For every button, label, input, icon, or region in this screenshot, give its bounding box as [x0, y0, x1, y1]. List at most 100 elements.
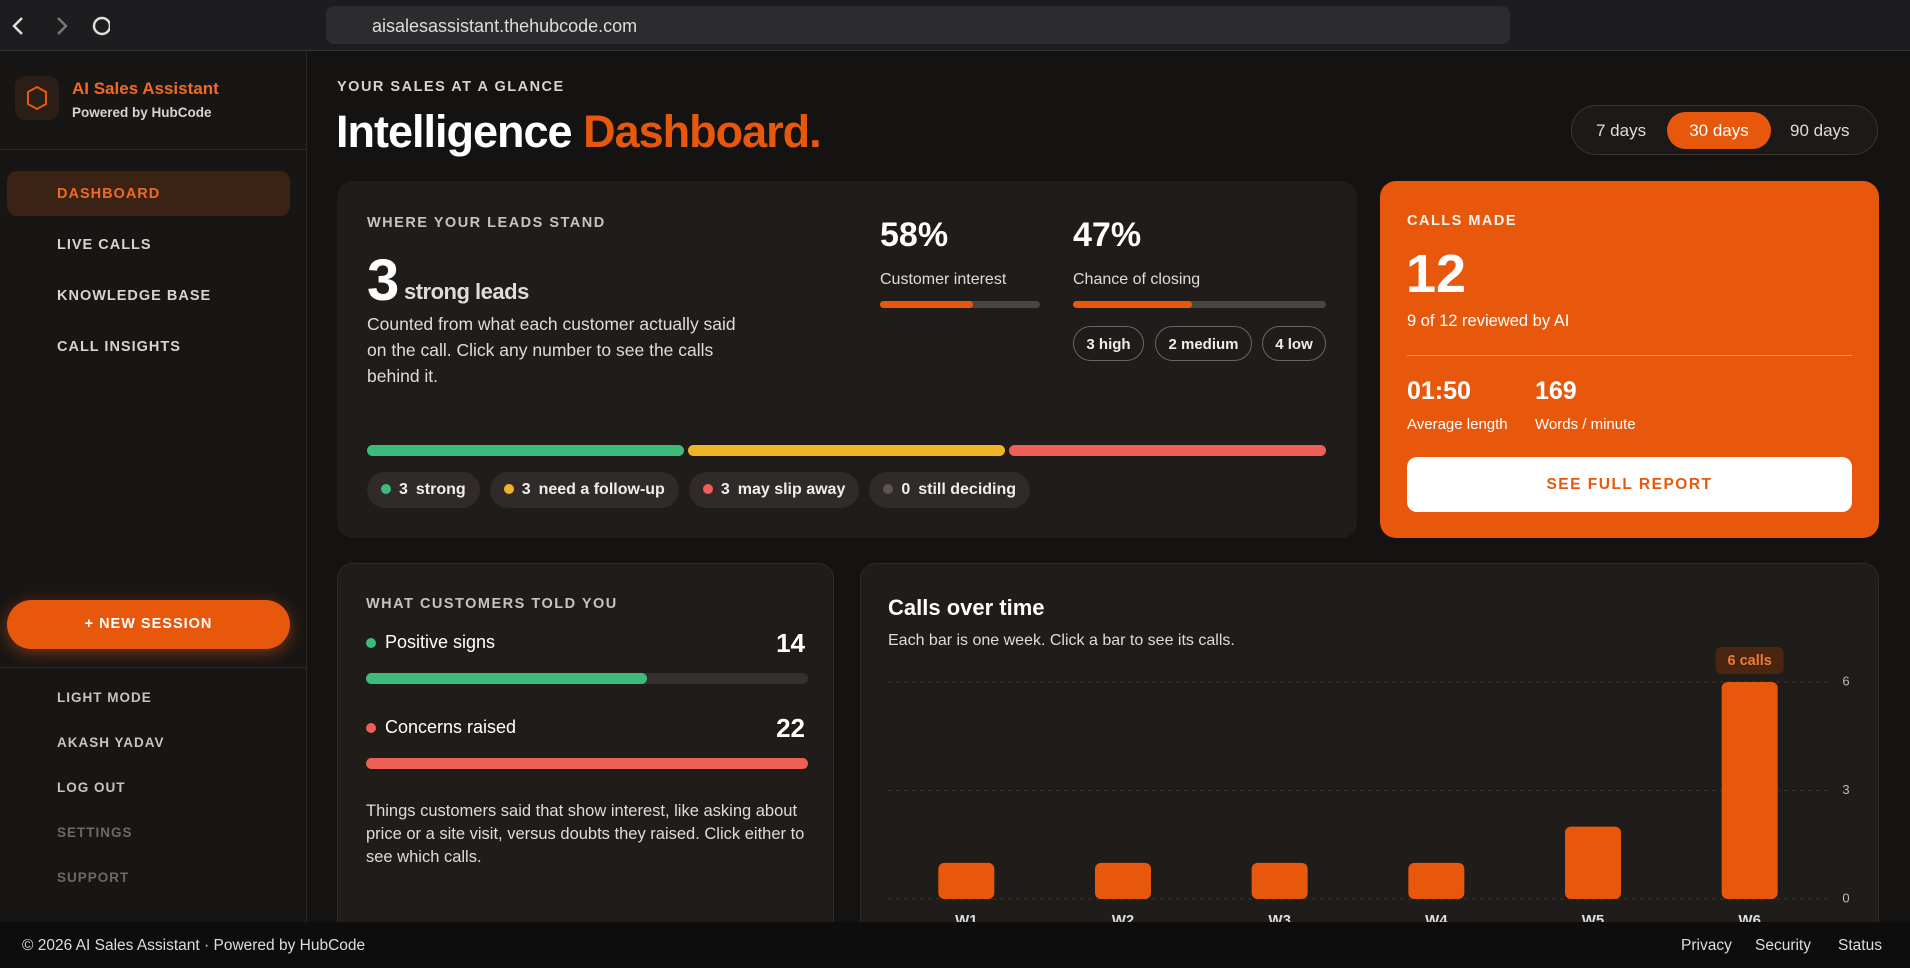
- nav-item[interactable]: LIVE CALLS: [57, 237, 152, 253]
- interest-track: [880, 301, 1040, 308]
- range-option[interactable]: 90 days: [1790, 121, 1850, 140]
- interest-value[interactable]: 58%: [880, 216, 949, 254]
- concerns-count[interactable]: 22: [776, 713, 805, 743]
- calls-count[interactable]: 12: [1406, 244, 1467, 304]
- footer-link[interactable]: Status: [1838, 937, 1882, 954]
- concerns-label[interactable]: Concerns raised: [385, 717, 517, 737]
- segment-pill[interactable]: 0 still deciding: [869, 472, 1031, 508]
- segment-label: may slip away: [737, 481, 846, 498]
- description: Counted from what each customer actually…: [367, 314, 736, 386]
- dot: [381, 484, 391, 494]
- footer-link[interactable]: Privacy: [1681, 937, 1732, 954]
- positive-bar: [366, 673, 648, 684]
- range-option-active[interactable]: 30 days: [1667, 112, 1771, 149]
- dot: [366, 638, 376, 648]
- button-label: NEW SESSION: [99, 616, 213, 632]
- card-label: WHERE YOUR LEADS STAND: [367, 215, 606, 231]
- logo: [15, 76, 59, 120]
- closing-label: Chance of closing: [1073, 271, 1201, 288]
- y-tick-label: 0: [1842, 890, 1849, 905]
- eyebrow: YOUR SALES AT A GLANCE: [337, 79, 565, 95]
- chart: Calls over time Each bar is one week. Cl…: [888, 595, 1850, 929]
- level-pill[interactable]: 3 high: [1073, 326, 1144, 361]
- level-pill[interactable]: 2 medium: [1155, 326, 1252, 361]
- reviewed: 9 of 12 reviewed by AI: [1407, 312, 1570, 330]
- lead-count[interactable]: 3: [367, 248, 400, 313]
- customers-card: WHAT CUSTOMERS TOLD YOU Positive signs 1…: [337, 563, 834, 943]
- interest-bar: [880, 301, 973, 308]
- value-label-bg: [1715, 647, 1784, 674]
- tagline: Powered by HubCode: [72, 105, 212, 120]
- value-label: 6 calls: [1727, 653, 1771, 669]
- lead-segment-bar: [367, 445, 1326, 456]
- dot: [503, 484, 514, 494]
- segment-pill[interactable]: 3 need a follow-up: [489, 472, 679, 508]
- segment-pill[interactable]: 3 strong: [367, 472, 480, 508]
- chart-title: Calls over time: [888, 595, 1045, 620]
- footer-link[interactable]: Security: [1755, 937, 1811, 954]
- segment-pill[interactable]: 3 may slip away: [688, 472, 860, 508]
- nav-item[interactable]: CALL INSIGHTS: [57, 339, 181, 355]
- dot: [702, 484, 713, 494]
- new-session-button[interactable]: + NEW SESSION: [7, 600, 290, 649]
- segment-label: still deciding: [918, 481, 1017, 498]
- segment[interactable]: [688, 445, 1005, 456]
- description: Things customers said that show interest…: [366, 802, 805, 866]
- divider: [0, 149, 307, 150]
- range-toggle: 7 days 30 days 90 days: [1571, 105, 1878, 155]
- nav-item[interactable]: KNOWLEDGE BASE: [57, 288, 212, 304]
- range-option[interactable]: 7 days: [1596, 121, 1647, 140]
- sidebar: AI Sales Assistant Powered by HubCode DA…: [0, 51, 307, 922]
- bar[interactable]: [1721, 682, 1778, 899]
- bar[interactable]: [1095, 862, 1151, 899]
- segment-count: 3: [399, 481, 408, 498]
- wpm-label: Words / minute: [1535, 416, 1636, 433]
- bar[interactable]: [1251, 862, 1308, 899]
- words-per-minute: 169: [1535, 377, 1577, 405]
- lead-count-label: strong leads: [404, 279, 529, 304]
- y-tick-label: 3: [1842, 782, 1849, 797]
- footer: © 2026 AI Sales Assistant · Powered by H…: [0, 922, 1910, 968]
- plus: +: [84, 616, 100, 632]
- title-accent: Dashboard.: [583, 106, 822, 157]
- closing-value[interactable]: 47%: [1073, 216, 1142, 254]
- level-pill[interactable]: 4 low: [1262, 326, 1326, 361]
- segment-label: need a follow-up: [538, 481, 665, 498]
- card-label: WHAT CUSTOMERS TOLD YOU: [366, 596, 618, 612]
- calls-card: CALLS MADE 12 9 of 12 reviewed by AI 01:…: [1380, 181, 1879, 538]
- positive-label[interactable]: Positive signs: [385, 632, 496, 652]
- closing-bar: [1073, 301, 1192, 308]
- full-report-button[interactable]: SEE FULL REPORT: [1407, 457, 1852, 512]
- segment-count: 0: [901, 481, 911, 498]
- dot: [883, 484, 894, 494]
- concerns-bar: [366, 758, 808, 769]
- address-bar[interactable]: aisalesassistant.thehubcode.com: [326, 6, 1510, 44]
- app-name: AI Sales Assistant: [72, 79, 219, 98]
- segment[interactable]: [367, 445, 684, 456]
- positive-count[interactable]: 14: [776, 628, 805, 658]
- menu-item[interactable]: LIGHT MODE: [57, 690, 152, 705]
- divider: [1407, 355, 1852, 356]
- menu-item[interactable]: AKASH YADAV: [57, 735, 165, 750]
- menu-item[interactable]: SUPPORT: [57, 870, 130, 885]
- segment[interactable]: [1009, 445, 1326, 456]
- bar[interactable]: [1408, 862, 1465, 899]
- segment-count: 3: [720, 481, 730, 498]
- y-tick-label: 6: [1842, 673, 1849, 688]
- browser-bar: aisalesassistant.thehubcode.com: [0, 0, 1910, 51]
- positive-track: [366, 673, 808, 684]
- menu-item[interactable]: SETTINGS: [57, 825, 133, 840]
- copyright: © 2026 AI Sales Assistant · Powered by H…: [22, 937, 366, 954]
- chart-subtitle: Each bar is one week. Click a bar to see…: [888, 632, 1235, 649]
- avg-length-label: Average length: [1407, 416, 1508, 433]
- title: Intelligence: [336, 106, 573, 157]
- nav-item[interactable]: DASHBOARD: [7, 171, 290, 216]
- concerns-track: [366, 758, 808, 769]
- nav-icons: [12, 16, 110, 36]
- segment-label: strong: [415, 481, 466, 498]
- leads-card: WHERE YOUR LEADS STAND 3 strong leads Co…: [337, 181, 1357, 538]
- menu-item[interactable]: LOG OUT: [57, 780, 126, 795]
- bar[interactable]: [1565, 826, 1621, 899]
- bar[interactable]: [938, 862, 995, 899]
